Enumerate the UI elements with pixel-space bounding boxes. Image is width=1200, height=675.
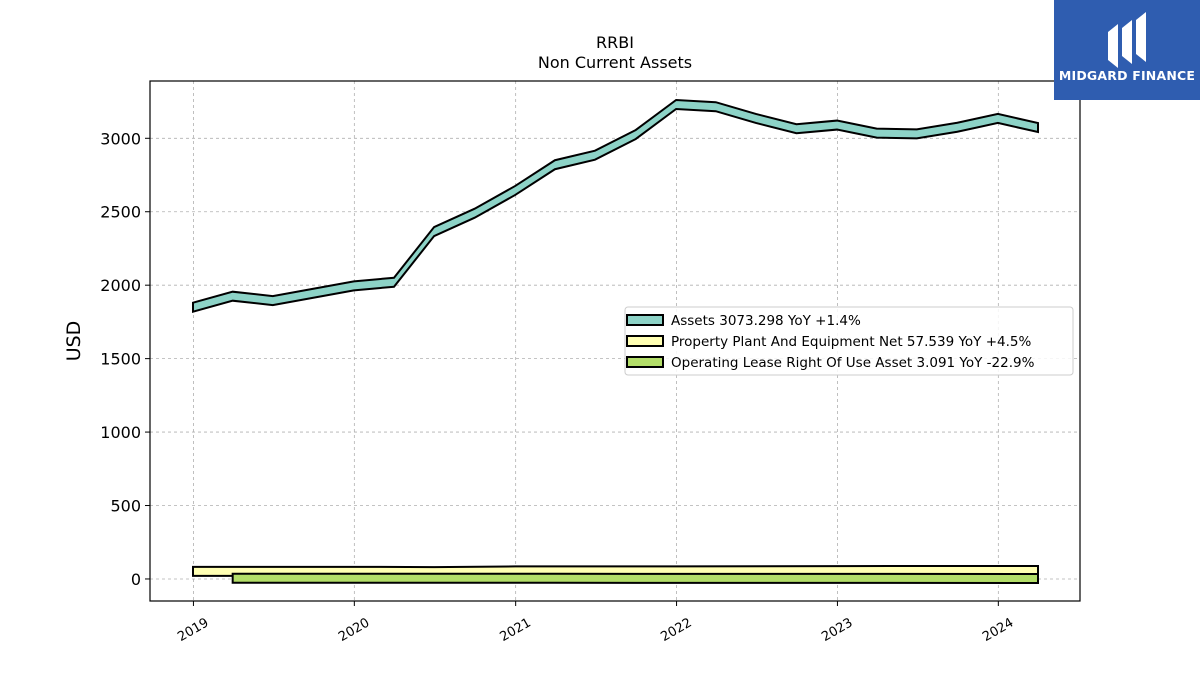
y-tick-label: 1000 (100, 423, 141, 442)
brand-logo-icon (1108, 12, 1146, 68)
x-tick-label: 2021 (498, 615, 534, 645)
plot-frame (149, 80, 1081, 602)
legend-label-1: Property Plant And Equipment Net 57.539 … (671, 334, 1031, 350)
y-tick-label: 2000 (100, 276, 141, 295)
y-tick-label: 500 (110, 497, 141, 516)
x-tick-label: 2023 (819, 615, 855, 645)
chart-subtitle: Non Current Assets (538, 53, 692, 72)
legend-label-2: Operating Lease Right Of Use Asset 3.091… (671, 355, 1035, 371)
y-axis: 0 500 1000 1500 2000 2500 3000 (100, 129, 150, 589)
y-tick-label: 0 (131, 570, 141, 589)
legend-swatch-1 (626, 335, 664, 347)
y-tick-label: 1500 (100, 350, 141, 369)
x-tick-label: 2019 (175, 615, 211, 645)
x-tick-label: 2022 (658, 615, 694, 645)
series-band-2 (231, 572, 1039, 585)
x-tick-label: 2024 (980, 615, 1016, 645)
series-layer (192, 98, 1039, 585)
chart-title: RRBI (596, 33, 634, 52)
legend-swatch-0 (626, 314, 664, 326)
x-tick-label: 2020 (336, 615, 372, 645)
legend-label-0: Assets 3073.298 YoY +1.4% (671, 313, 861, 329)
y-axis-label: USD (63, 321, 85, 362)
brand-name: MIDGARD FINANCE (1058, 68, 1196, 83)
x-axis: 2019 2020 2021 2022 2023 2024 (175, 601, 1016, 645)
legend: Assets 3073.298 YoY +1.4% Property Plant … (624, 306, 1074, 376)
y-tick-label: 2500 (100, 203, 141, 222)
y-tick-label: 3000 (100, 129, 141, 148)
series-band-0 (192, 98, 1039, 314)
brand-logo: MIDGARD FINANCE (1054, 0, 1200, 100)
legend-box (624, 306, 1074, 376)
legend-swatch-2 (626, 356, 664, 368)
